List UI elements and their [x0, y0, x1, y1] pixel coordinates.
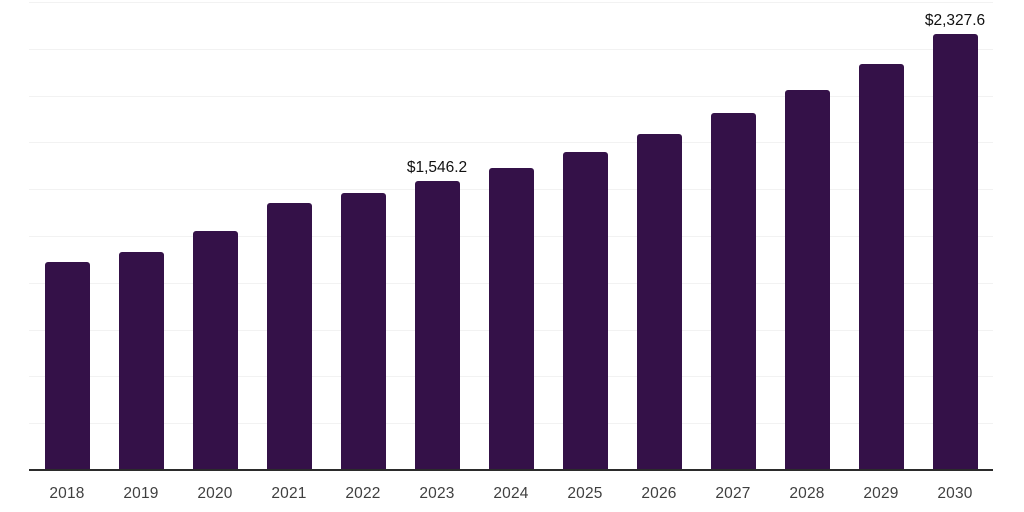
x-tick-label-2020: 2020 — [197, 485, 233, 502]
x-tick-label-2018: 2018 — [49, 485, 85, 502]
value-label-2023: $1,546.2 — [406, 158, 468, 176]
bar-2029 — [858, 63, 904, 470]
bar-2025 — [562, 151, 608, 470]
x-tick-label-2023: 2023 — [419, 485, 455, 502]
value-label-2030: $2,327.6 — [924, 12, 986, 30]
bar-2020 — [192, 230, 238, 470]
bar-2019 — [118, 251, 164, 470]
x-tick-label-2030: 2030 — [937, 485, 973, 502]
x-axis-line — [29, 469, 993, 471]
x-tick-label-2026: 2026 — [641, 485, 677, 502]
bar-2028 — [784, 89, 830, 470]
gridline — [29, 142, 993, 144]
x-tick-label-2025: 2025 — [567, 485, 603, 502]
bar-2030 — [932, 34, 978, 470]
bar-2021 — [266, 202, 312, 470]
x-tick-label-2028: 2028 — [789, 485, 825, 502]
x-tick-label-2019: 2019 — [123, 485, 159, 502]
x-tick-label-2027: 2027 — [715, 485, 751, 502]
bar-2024 — [488, 167, 534, 470]
x-tick-label-2029: 2029 — [863, 485, 899, 502]
gridline — [29, 95, 993, 97]
gridline — [29, 2, 993, 3]
bar-2022 — [340, 192, 386, 470]
x-tick-label-2024: 2024 — [493, 485, 529, 502]
bar-2027 — [710, 112, 756, 470]
bar-2026 — [636, 133, 682, 470]
x-tick-label-2022: 2022 — [345, 485, 381, 502]
gridline — [29, 48, 993, 50]
bar-2023 — [414, 180, 460, 470]
bar-2018 — [44, 262, 90, 470]
x-tick-label-2021: 2021 — [271, 485, 307, 502]
